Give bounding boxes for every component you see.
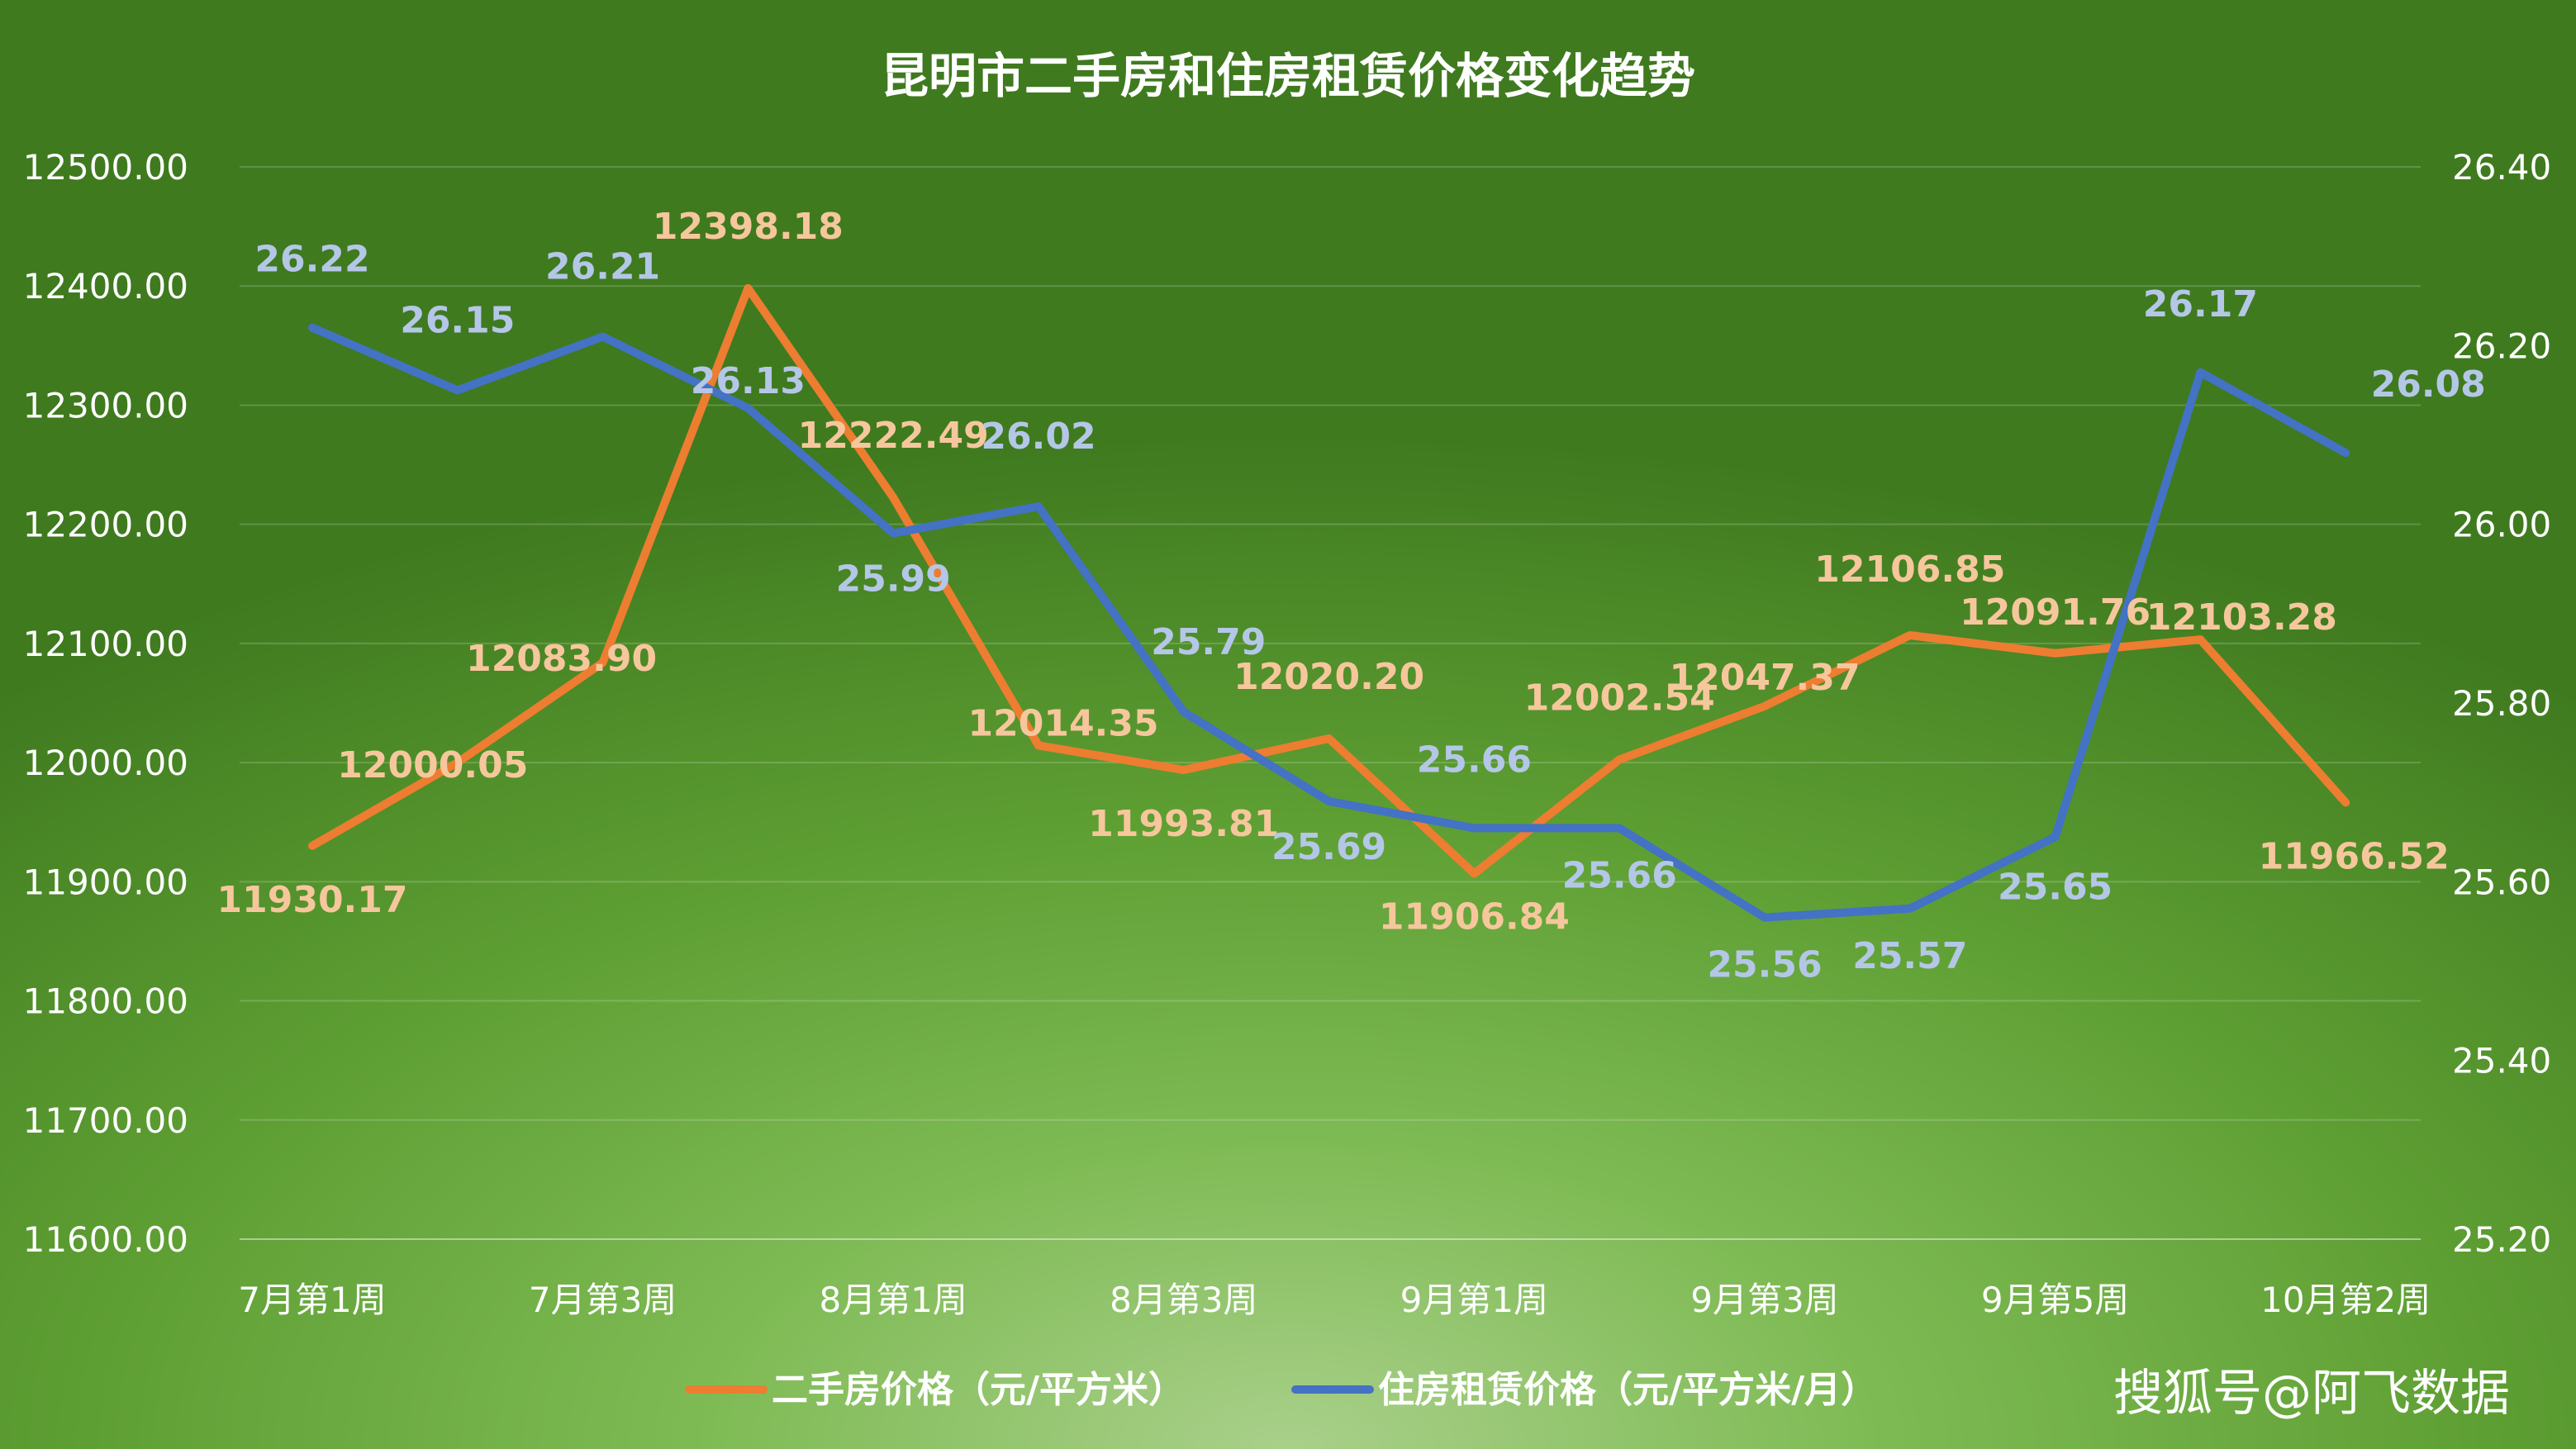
y-left-tick-label: 11900.00 bbox=[23, 862, 188, 902]
x-tick-label: 9月第5周 bbox=[1981, 1280, 2129, 1320]
legend-label-secondhand: 二手房价格（元/平方米） bbox=[772, 1369, 1185, 1411]
chart-title: 昆明市二手房和住房租赁价格变化趋势 bbox=[881, 48, 1695, 104]
y-right-tick-label: 25.20 bbox=[2452, 1219, 2551, 1260]
data-label-rent: 25.99 bbox=[836, 558, 951, 600]
data-label-rent: 26.17 bbox=[2143, 283, 2258, 325]
data-label-secondhand: 12083.90 bbox=[466, 638, 657, 680]
series-line-secondhand-price bbox=[308, 283, 2350, 878]
data-label-secondhand: 12014.35 bbox=[967, 702, 1158, 744]
data-label-secondhand: 11993.81 bbox=[1088, 803, 1279, 845]
data-label-secondhand: 12222.49 bbox=[798, 415, 989, 457]
data-label-secondhand: 11966.52 bbox=[2259, 835, 2450, 877]
data-label-secondhand: 12020.20 bbox=[1233, 656, 1424, 698]
data-label-rent: 25.65 bbox=[1998, 866, 2113, 908]
data-label-rent: 26.22 bbox=[254, 239, 369, 281]
y-left-tick-label: 11800.00 bbox=[23, 981, 188, 1022]
y-left-tick-label: 12100.00 bbox=[23, 624, 188, 664]
data-label-rent: 25.66 bbox=[1417, 739, 1532, 781]
data-label-rent: 26.21 bbox=[545, 246, 660, 288]
x-tick-label: 10月第2周 bbox=[2260, 1280, 2431, 1320]
data-label-rent: 25.57 bbox=[1852, 935, 1967, 977]
x-tick-label: 9月第3周 bbox=[1690, 1280, 1838, 1320]
y-left-tick-label: 12000.00 bbox=[23, 743, 188, 783]
y-left-tick-label: 12400.00 bbox=[23, 266, 188, 306]
watermark-text: 搜狐号@阿飞数据 bbox=[2113, 1365, 2510, 1423]
data-label-secondhand: 12103.28 bbox=[2146, 596, 2337, 639]
y-right-tick-label: 25.40 bbox=[2452, 1041, 2551, 1081]
data-label-secondhand: 12398.18 bbox=[653, 206, 844, 248]
legend: 二手房价格（元/平方米） 住房租赁价格（元/平方米/月） bbox=[685, 1369, 1877, 1411]
legend-label-rent: 住房租赁价格（元/平方米/月） bbox=[1378, 1369, 1877, 1411]
x-tick-label: 7月第1周 bbox=[238, 1280, 386, 1320]
x-tick-label: 8月第3周 bbox=[1110, 1280, 1257, 1320]
data-label-rent: 26.15 bbox=[400, 299, 515, 341]
y-right-tick-label: 26.40 bbox=[2452, 147, 2551, 188]
data-label-rent: 25.69 bbox=[1271, 826, 1386, 868]
y-right-tick-label: 26.00 bbox=[2452, 505, 2551, 545]
y-right-tick-label: 25.60 bbox=[2452, 862, 2551, 902]
data-label-rent: 25.79 bbox=[1151, 621, 1266, 663]
x-tick-label: 8月第1周 bbox=[819, 1280, 967, 1320]
data-label-secondhand: 12091.76 bbox=[1960, 591, 2151, 634]
y-right-tick-label: 26.20 bbox=[2452, 325, 2551, 366]
data-label-secondhand: 12047.37 bbox=[1669, 657, 1860, 699]
y-left-tick-label: 12200.00 bbox=[23, 505, 188, 545]
y-right-tick-label: 25.80 bbox=[2452, 683, 2551, 724]
series-line-rent-price bbox=[308, 323, 2350, 922]
x-tick-label: 9月第1周 bbox=[1400, 1280, 1548, 1320]
data-label-rent: 25.66 bbox=[1562, 854, 1677, 896]
data-label-secondhand: 12000.05 bbox=[337, 744, 528, 786]
data-label-secondhand: 11906.84 bbox=[1379, 896, 1570, 938]
y-left-tick-label: 11700.00 bbox=[23, 1100, 188, 1141]
data-label-secondhand: 11930.17 bbox=[216, 879, 407, 921]
y-left-tick-label: 12300.00 bbox=[23, 385, 188, 425]
data-label-rent: 26.08 bbox=[2371, 363, 2486, 406]
data-label-secondhand: 12106.85 bbox=[1814, 549, 2005, 591]
data-label-rent: 25.56 bbox=[1707, 944, 1822, 986]
data-label-secondhand: 12002.54 bbox=[1524, 677, 1715, 719]
y-left-tick-label: 12500.00 bbox=[23, 147, 188, 188]
data-label-rent: 26.02 bbox=[981, 416, 1096, 458]
x-tick-label: 7月第3周 bbox=[529, 1280, 677, 1320]
y-left-tick-label: 11600.00 bbox=[23, 1219, 188, 1260]
data-label-rent: 26.13 bbox=[691, 360, 806, 402]
